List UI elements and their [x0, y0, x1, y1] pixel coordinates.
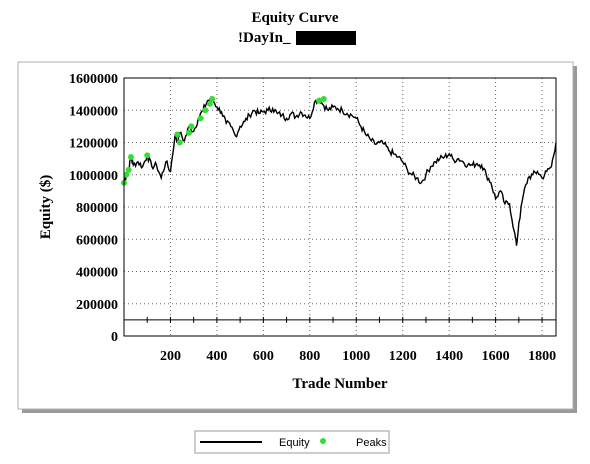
- x-tick-label: 1800: [528, 349, 556, 364]
- y-axis-label: Equity ($): [38, 175, 54, 240]
- y-tick-label: 1000000: [69, 169, 118, 184]
- peak-point: [174, 131, 181, 138]
- chart-title: Equity Curve: [251, 10, 338, 26]
- peak-point: [206, 100, 213, 107]
- peak-point: [144, 152, 151, 159]
- peak-point: [123, 171, 130, 178]
- x-tick-label: 800: [299, 349, 320, 364]
- y-tick-label: 800000: [76, 201, 118, 216]
- peak-point: [320, 95, 327, 102]
- legend-box: [194, 430, 390, 454]
- legend-equity-label: Equity: [279, 437, 310, 449]
- legend-peaks-swatch: [320, 438, 326, 444]
- x-tick-label: 200: [160, 349, 181, 364]
- y-tick-labels: 0 200000 400000 600000 800000 1000000 1200000 1…: [69, 72, 118, 345]
- chart-panel: [17, 61, 574, 410]
- redacted-block: [296, 31, 356, 45]
- series-layer: [123, 95, 557, 246]
- peak-point: [209, 95, 216, 102]
- grid-layer: [124, 78, 556, 336]
- y-tick-label: 200000: [76, 298, 118, 313]
- peak-point: [127, 154, 134, 161]
- x-tick-label: 1000: [342, 349, 370, 364]
- peak-point: [186, 129, 193, 136]
- x-tick-label: 1400: [435, 349, 463, 364]
- legend-peaks-label: Peaks: [356, 437, 387, 449]
- equity-line: [123, 95, 557, 246]
- peak-point: [197, 115, 204, 122]
- y-tick-label: 1600000: [69, 72, 118, 87]
- peak-point: [316, 97, 323, 104]
- peak-point: [125, 166, 132, 173]
- x-tick-labels: 200 400 600 800 1000 1200 1400 1600 1800: [160, 349, 556, 364]
- y-tick-label: 1200000: [69, 137, 118, 152]
- x-tick-label: 1600: [482, 349, 510, 364]
- plot-area-border: [123, 77, 557, 337]
- peak-point: [188, 123, 195, 130]
- y-tick-label: 400000: [76, 266, 118, 281]
- x-tick-label: 400: [206, 349, 227, 364]
- reference-line-layer: [124, 316, 556, 323]
- peak-point: [176, 139, 183, 146]
- y-tick-label: 600000: [76, 233, 118, 248]
- chart-subtitle: !DayIn_: [238, 30, 291, 46]
- x-tick-label: 600: [253, 349, 274, 364]
- peaks-layer: [121, 95, 327, 186]
- x-tick-label: 1200: [389, 349, 417, 364]
- y-tick-label: 1400000: [69, 104, 118, 119]
- peak-point: [202, 107, 209, 114]
- x-axis-label: Trade Number: [292, 376, 387, 392]
- y-tick-label: 0: [111, 330, 118, 345]
